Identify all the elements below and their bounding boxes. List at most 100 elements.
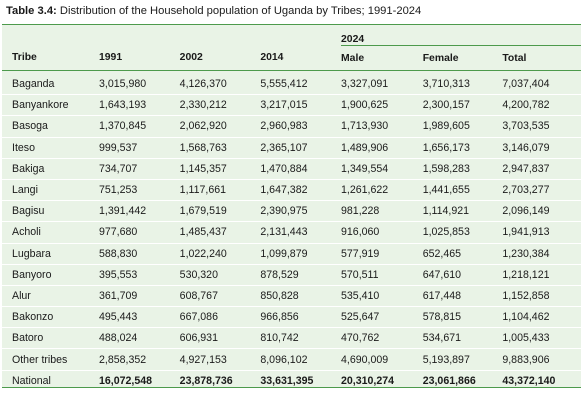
y1991-cell: 1,643,193 — [99, 94, 180, 117]
female-2024-cell: 23,061,866 — [422, 374, 476, 387]
tribe-cell: Banyoro — [2, 264, 99, 286]
tribe-cell: Banyankore — [2, 94, 99, 117]
table-row: Batoro 488,024 606,931 810,742 470,762 534,67… — [2, 327, 581, 350]
tribe-cell: Baganda — [2, 70, 99, 96]
female-2024-cell: 1,598,283 — [422, 158, 503, 180]
y2014-cell: 1,470,884 — [260, 158, 342, 180]
y2014-cell: 1,647,382 — [260, 179, 342, 202]
y2002-cell: 608,767 — [179, 285, 261, 308]
total-2024-cell: 1,005,433 — [502, 327, 581, 350]
y2014-cell: 1,099,879 — [260, 243, 342, 265]
y2014-cell: 2,131,443 — [260, 221, 342, 244]
y2014-cell: 3,217,015 — [260, 94, 342, 117]
female-2024-cell: 2,300,157 — [422, 94, 503, 117]
table-row: Langi 751,253 1,117,661 1,647,382 1,261,622 1… — [2, 179, 581, 202]
header-male: Male — [341, 52, 365, 64]
table-row: Acholi 977,680 1,485,437 2,131,443 916,060 1,… — [2, 221, 581, 244]
male-2024-cell: 981,228 — [341, 200, 423, 223]
header-2014: 2014 — [260, 52, 284, 64]
total-2024-cell: 2,703,277 — [502, 179, 581, 202]
female-2024-cell: 617,448 — [422, 285, 503, 308]
total-2024-cell: 1,941,913 — [502, 221, 581, 244]
table-body: Baganda 3,015,980 4,126,370 5,555,412 3,327,… — [2, 70, 581, 391]
tribes-table: 2024 Tribe 1991 2002 2014 Male Female To… — [2, 25, 581, 391]
tribe-cell: Basoga — [2, 115, 99, 138]
tribe-cell: Other tribes — [2, 348, 99, 371]
header-tribe: Tribe — [12, 52, 37, 64]
y2014-cell: 2,960,983 — [260, 115, 342, 138]
table-row: Bakonzo 495,443 667,086 966,856 525,647 578,8… — [2, 306, 581, 329]
table-row: Lugbara 588,830 1,022,240 1,099,879 577,919 6… — [2, 243, 581, 265]
y1991-cell: 361,709 — [99, 285, 180, 308]
y1991-cell: 588,830 — [99, 243, 180, 265]
tribe-cell: Bakiga — [2, 158, 99, 180]
header-female: Female — [422, 52, 459, 64]
table-row: Basoga 1,370,845 2,062,920 2,960,983 1,713,9… — [2, 115, 581, 138]
male-2024-cell: 470,762 — [341, 327, 423, 350]
y2014-cell: 810,742 — [260, 327, 342, 350]
tribe-cell: Alur — [2, 285, 99, 308]
y1991-cell: 751,253 — [99, 179, 180, 202]
y1991-cell: 395,553 — [99, 264, 180, 286]
y1991-cell: 999,537 — [99, 137, 180, 159]
total-2024-cell: 3,703,535 — [502, 115, 581, 138]
male-2024-cell: 1,261,622 — [341, 179, 423, 202]
y1991-cell: 2,858,352 — [99, 348, 180, 371]
y2002-cell: 530,320 — [179, 264, 261, 286]
tribe-cell: National — [12, 374, 51, 387]
total-2024-cell: 1,218,121 — [502, 264, 581, 286]
y2002-cell: 1,145,357 — [179, 158, 261, 180]
male-2024-cell: 4,690,009 — [341, 348, 423, 371]
table-row: Other tribes 2,858,352 4,927,153 8,096,102 4… — [2, 348, 581, 371]
y1991-cell: 1,391,442 — [99, 200, 180, 223]
tribe-cell: Acholi — [2, 221, 99, 244]
y2014-cell: 8,096,102 — [260, 348, 342, 371]
y1991-cell: 977,680 — [99, 221, 180, 244]
tribe-cell: Lugbara — [2, 243, 99, 265]
male-2024-cell: 1,713,930 — [341, 115, 423, 138]
y2014-cell: 878,529 — [260, 264, 342, 286]
total-2024-cell: 2,096,149 — [502, 200, 581, 223]
y2002-cell: 1,022,240 — [179, 243, 261, 265]
female-2024-cell: 534,671 — [422, 327, 503, 350]
y2002-cell: 606,931 — [179, 327, 261, 350]
y1991-cell: 495,443 — [99, 306, 180, 329]
tribe-cell: Langi — [2, 179, 99, 202]
y1991-cell: 1,370,845 — [99, 115, 180, 138]
total-2024-cell: 1,230,384 — [502, 243, 581, 265]
y2002-cell: 1,679,519 — [179, 200, 261, 223]
tribe-cell: Batoro — [2, 327, 99, 350]
y2014-cell: 33,631,395 — [260, 374, 314, 387]
male-2024-cell: 1,349,554 — [341, 158, 423, 180]
y2002-cell: 667,086 — [179, 306, 261, 329]
female-2024-cell: 1,989,605 — [422, 115, 503, 138]
tribe-cell: Bagisu — [2, 200, 99, 223]
total-2024-cell: 43,372,140 — [502, 374, 556, 387]
y1991-cell: 16,072,548 — [99, 374, 153, 387]
male-2024-cell: 1,489,906 — [341, 137, 423, 159]
y2014-cell: 2,390,975 — [260, 200, 342, 223]
caption-prefix: Table 3.4: — [6, 5, 57, 17]
y2002-cell: 1,117,661 — [179, 179, 261, 202]
y2002-cell: 23,878,736 — [179, 374, 233, 387]
female-2024-cell: 647,610 — [422, 264, 503, 286]
total-2024-cell: 2,947,837 — [502, 158, 581, 180]
y2014-cell: 850,828 — [260, 285, 342, 308]
male-2024-cell: 916,060 — [341, 221, 423, 244]
table-row: National 16,072,548 23,878,736 33,631,395 20… — [2, 370, 581, 391]
y2002-cell: 1,485,437 — [179, 221, 261, 244]
female-2024-cell: 1,114,921 — [422, 200, 503, 223]
table-row: Bagisu 1,391,442 1,679,519 2,390,975 981,228… — [2, 200, 581, 223]
female-2024-cell: 652,465 — [422, 243, 503, 265]
female-2024-cell: 1,025,853 — [422, 221, 503, 244]
total-2024-cell: 3,146,079 — [502, 137, 581, 159]
y2014-cell: 5,555,412 — [260, 70, 342, 96]
male-2024-cell: 3,327,091 — [341, 70, 423, 96]
tribe-cell: Bakonzo — [2, 306, 99, 329]
male-2024-cell: 535,410 — [341, 285, 423, 308]
table-caption: Table 3.4: Distribution of the Household… — [6, 4, 581, 18]
y2002-cell: 1,568,763 — [179, 137, 261, 159]
y2002-cell: 2,330,212 — [179, 94, 261, 117]
female-2024-cell: 3,710,313 — [422, 70, 503, 96]
total-2024-cell: 1,104,462 — [502, 306, 581, 329]
